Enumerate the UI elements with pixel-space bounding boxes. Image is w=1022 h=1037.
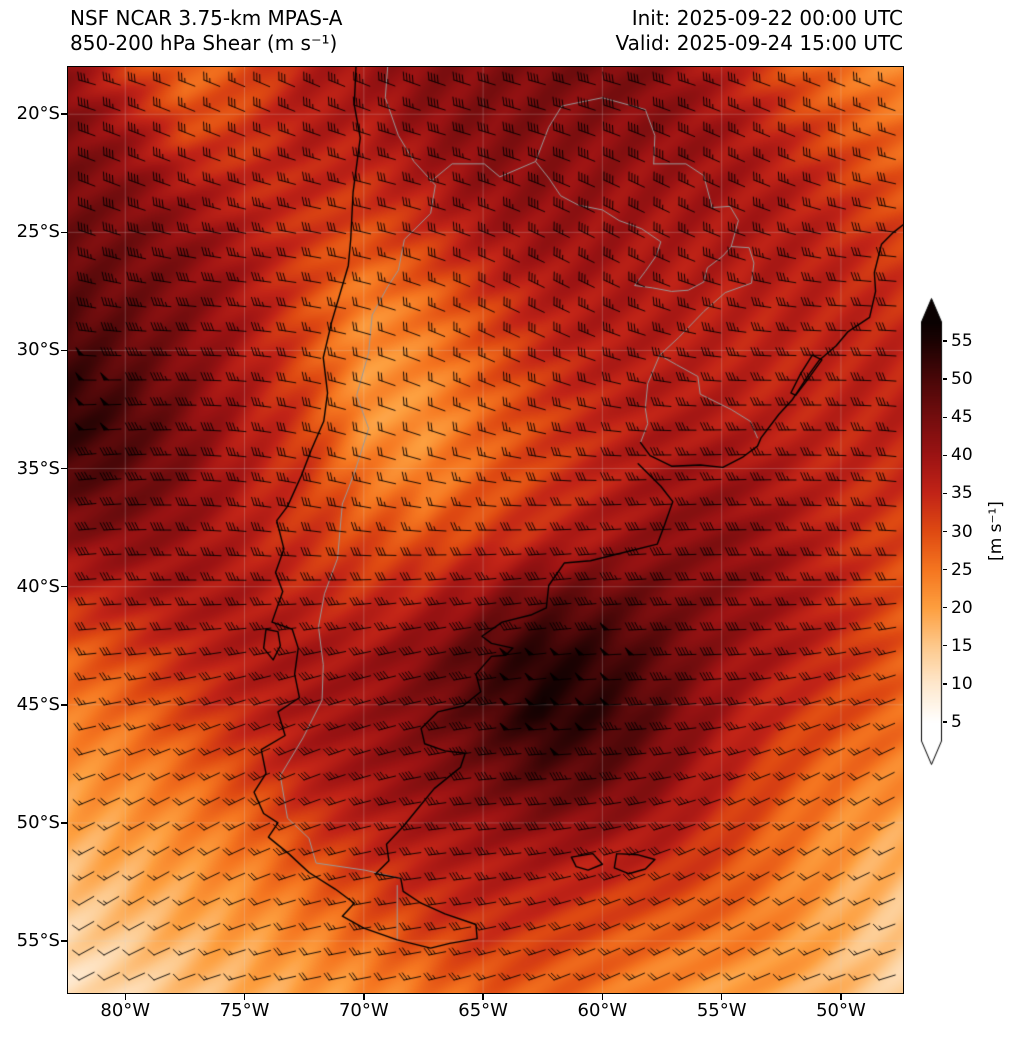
y-tick-label: 20°S xyxy=(16,103,60,125)
colorbar-tick-label: 20 xyxy=(951,597,973,618)
y-tick-label: 35°S xyxy=(16,457,60,479)
x-tick-label: 75°W xyxy=(219,1000,270,1021)
y-tick-mark xyxy=(61,585,67,588)
model-title: NSF NCAR 3.75-km MPAS-A xyxy=(70,6,343,30)
field-title: 850-200 hPa Shear (m s⁻¹) xyxy=(70,31,338,55)
colorbar-tick-label: 50 xyxy=(951,369,973,390)
colorbar-tick-mark xyxy=(943,378,947,380)
x-tick-mark xyxy=(482,994,484,1000)
colorbar-tick-label: 25 xyxy=(951,559,973,580)
x-tick-label: 80°W xyxy=(100,1000,151,1021)
colorbar-tick-mark xyxy=(943,530,947,533)
colorbar-tick-mark xyxy=(943,606,947,609)
colorbar-tick-mark xyxy=(943,340,947,342)
colorbar-tick-mark xyxy=(943,721,947,723)
x-tick-mark xyxy=(243,994,246,1000)
y-tick-mark xyxy=(61,349,67,352)
colorbar-tick-label: 35 xyxy=(951,483,973,504)
x-tick-mark xyxy=(601,994,604,1000)
x-tick-mark xyxy=(840,994,842,1000)
colorbar-tick-mark xyxy=(943,492,947,495)
init-time: Init: 2025-09-22 00:00 UTC xyxy=(631,6,903,30)
y-tick-mark xyxy=(61,231,67,234)
colorbar-tick-mark xyxy=(943,645,947,647)
x-tick-label: 70°W xyxy=(338,1000,389,1021)
y-tick-label: 30°S xyxy=(16,339,60,361)
colorbar-tick-label: 30 xyxy=(951,521,973,542)
colorbar-tick-label: 5 xyxy=(951,711,962,732)
time-block: Init: 2025-09-22 00:00 UTC Valid: 2025-0… xyxy=(615,6,903,56)
colorbar-label: [m s⁻¹] xyxy=(986,501,1006,561)
y-tick-label: 55°S xyxy=(16,930,60,952)
x-tick-label: 55°W xyxy=(696,1000,747,1021)
y-tick-label: 50°S xyxy=(16,811,60,833)
y-tick-label: 45°S xyxy=(16,693,60,715)
colorbar xyxy=(920,296,944,768)
colorbar-tick-mark xyxy=(943,416,947,418)
x-tick-label: 60°W xyxy=(577,1000,628,1021)
map-frame xyxy=(67,66,904,994)
colorbar-tick-mark xyxy=(943,568,947,571)
x-tick-mark xyxy=(363,994,365,1000)
title-block: NSF NCAR 3.75-km MPAS-A 850-200 hPa Shea… xyxy=(70,6,342,56)
map-canvas xyxy=(68,67,903,993)
y-tick-label: 25°S xyxy=(16,221,60,243)
x-tick-label: 50°W xyxy=(816,1000,866,1021)
y-tick-mark xyxy=(61,822,67,824)
colorbar-tick-label: 45 xyxy=(951,407,973,428)
y-tick-mark xyxy=(61,113,67,115)
colorbar-tick-label: 55 xyxy=(951,331,973,352)
colorbar-tick-label: 15 xyxy=(951,635,973,656)
y-tick-label: 40°S xyxy=(16,575,60,597)
x-tick-mark xyxy=(720,994,723,1000)
x-tick-label: 65°W xyxy=(458,1000,508,1021)
valid-time: Valid: 2025-09-24 15:00 UTC xyxy=(615,31,903,55)
colorbar-tick-label: 10 xyxy=(951,673,973,694)
colorbar-tick-mark xyxy=(943,683,947,685)
colorbar-tick-label: 40 xyxy=(951,445,973,466)
colorbar-tick-mark xyxy=(943,454,947,456)
y-tick-mark xyxy=(61,940,67,942)
x-tick-mark xyxy=(124,994,126,1000)
y-tick-mark xyxy=(61,704,67,706)
y-tick-mark xyxy=(61,467,67,470)
